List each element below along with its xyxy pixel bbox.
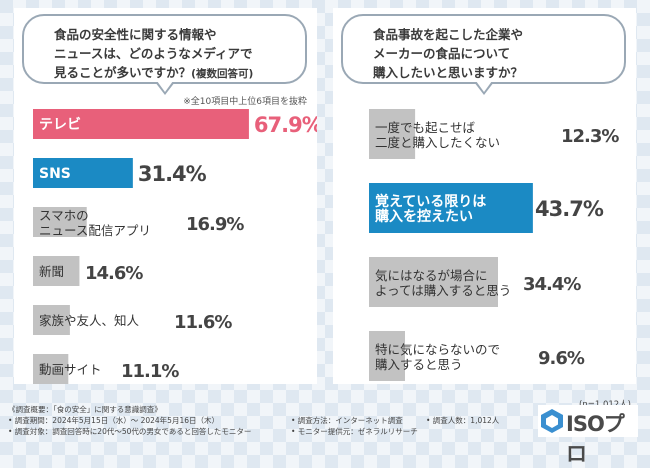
hexagon-logo-icon	[541, 409, 563, 433]
bar-3	[369, 257, 498, 307]
bar-1	[369, 109, 416, 159]
category-label-3-line-1: スマホの	[39, 208, 89, 223]
left-question-bubble: 食品の安全性に関する情報や ニュースは、どのようなメディアで 見ることが多いです…	[22, 14, 307, 95]
category-label-1: テレビ	[39, 117, 81, 133]
left-question-line-2: ニュースは、どのようなメディアで	[54, 46, 253, 61]
category-label-4-line-1: 新聞	[39, 264, 64, 279]
category-label-6: 動画サイト	[39, 362, 102, 377]
right-question-line-2: メーカーの食品について	[373, 46, 511, 61]
media-bar-chart: テレビ 67.9% SNS 31.4% スマホのニュース配信アプリ 16.9% 新聞 14.6…	[33, 109, 317, 384]
value-label-3: 34.4%	[523, 274, 581, 295]
category-label-3: 気にはなるが場合によっては購入すると思う	[375, 268, 511, 298]
value-label-1: 12.3%	[561, 126, 619, 147]
category-label-3-line-1: 気にはなるが場合に	[375, 268, 488, 283]
left-question-line-3-text: 見ることが多いですか？	[54, 65, 192, 80]
category-label-4-line-2: 購入すると思う	[375, 357, 463, 372]
bar-2	[33, 158, 133, 188]
category-label-1-line-1: テレビ	[39, 117, 81, 133]
category-label-2: 覚えている限りは購入を控えたい	[374, 193, 486, 225]
bar-3	[33, 207, 87, 237]
category-label-1-line-2: 二度と購入したくない	[375, 135, 500, 150]
value-label-6: 11.1%	[121, 361, 179, 382]
value-label-4: 9.6%	[538, 348, 585, 369]
bar-1	[33, 109, 249, 139]
category-label-6-line-1: 動画サイト	[39, 362, 102, 377]
left-question-note: (複数回答可)	[191, 68, 254, 80]
right-panel: 食品事故を起こした企業や メーカーの食品について 購入したいと思いますか？ 一度…	[333, 8, 636, 410]
bar-4	[33, 256, 80, 286]
purchase-intent-bar-chart: 一度でも起こせば二度と購入したくない 12.3% 覚えている限りは購入を控えたい 43…	[369, 109, 620, 381]
category-label-2-line-1: SNS	[39, 166, 71, 182]
left-panel: 食品の安全性に関する情報や ニュースは、どのようなメディアで 見ることが多いです…	[14, 8, 317, 384]
category-label-3-line-2: よっては購入すると思う	[375, 283, 511, 298]
left-subnote: ※全10項目中上位6項目を抜粋	[183, 97, 307, 107]
category-label-1-line-1: 一度でも起こせば	[375, 120, 476, 135]
value-label-5: 11.6%	[174, 312, 232, 333]
category-label-3-line-2: ニュース配信アプリ	[39, 223, 151, 238]
value-label-1: 67.9%	[254, 113, 317, 137]
category-label-2: SNS	[39, 166, 71, 182]
category-label-4: 新聞	[39, 264, 64, 279]
value-label-2: 43.7%	[535, 197, 604, 221]
category-label-4-line-1: 特に気にならないので	[375, 342, 500, 357]
footer-line-overview: 《調査概要：「食の安全」に関する意識調査》	[8, 405, 162, 414]
value-label-4: 14.6%	[85, 263, 143, 284]
isopro-logo: ISOプロ	[538, 405, 638, 466]
category-label-5-line-1: 家族や友人、知人	[39, 313, 140, 328]
right-question-bubble: 食品事故を起こした企業や メーカーの食品について 購入したいと思いますか？	[341, 14, 626, 95]
category-label-4: 特に気にならないので購入すると思う	[375, 342, 500, 372]
category-label-3: スマホのニュース配信アプリ	[39, 208, 151, 238]
category-label-2-line-1: 覚えている限りは	[375, 193, 486, 210]
footer-line-provider: • モニター提供元：ゼネラルリサーチ	[291, 427, 418, 436]
footer-line-count: • 調査人数：1,012人	[426, 416, 500, 425]
footer-line-method: • 調査方法：インターネット調査	[291, 416, 403, 425]
bar-5	[33, 305, 70, 335]
left-question-line-3: 見ることが多いですか？(複数回答可)	[54, 62, 253, 81]
right-question-line-3: 購入したいと思いますか？	[373, 65, 524, 80]
value-label-3: 16.9%	[186, 214, 244, 235]
category-label-5: 家族や友人、知人	[39, 313, 140, 328]
category-label-2-line-2: 購入を控えたい	[374, 208, 473, 225]
value-label-2: 31.4%	[138, 162, 207, 186]
bar-4	[369, 331, 405, 381]
left-question-line-1: 食品の安全性に関する情報や	[54, 27, 217, 42]
footer-line-target: • 調査対象：調査回答時に20代～50代の男女であると回答したモニター	[8, 427, 252, 436]
bar-2	[369, 183, 533, 233]
footer-line-period: • 調査期間：2024年5月15日（水）～ 2024年5月16日（木）	[8, 416, 219, 425]
right-question-line-1: 食品事故を起こした企業や	[373, 27, 524, 42]
category-label-1: 一度でも起こせば二度と購入したくない	[375, 120, 500, 150]
bar-6	[33, 354, 69, 384]
logo-text: ISOプロ	[566, 412, 625, 466]
